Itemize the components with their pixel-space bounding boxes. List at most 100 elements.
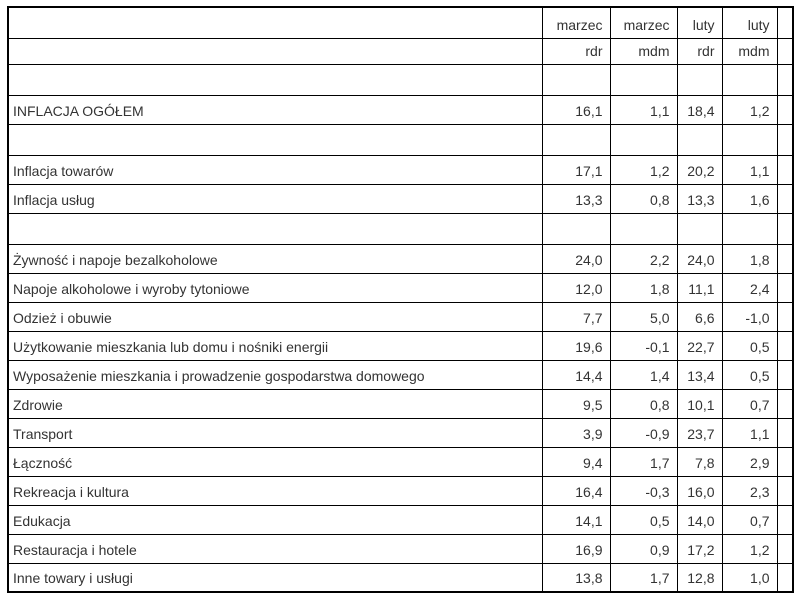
spacer-cell (721, 212, 778, 245)
table-row: Inflacja usług 13,3 0,8 13,3 1,6 (7, 183, 794, 214)
row-endcap-cell (776, 301, 794, 332)
row-label: Napoje alkoholowe i wyroby tytoniowe (7, 272, 543, 303)
row-label: Inflacja towarów (7, 154, 543, 185)
value-cell-marzec-mdm: 1,4 (609, 359, 678, 390)
inflation-table-container: marzec marzec luty luty rdr mdm rdr mdm … (7, 6, 794, 593)
row-label: Rekreacja i kultura (7, 475, 543, 506)
value-cell-luty-mdm: 1,2 (721, 533, 778, 564)
table-row: Łączność 9,4 1,7 7,8 2,9 (7, 446, 794, 477)
row-endcap-cell (776, 330, 794, 361)
row-endcap-cell (776, 94, 794, 125)
row-endcap-cell (776, 272, 794, 303)
table-row: Zdrowie 9,5 0,8 10,1 0,7 (7, 388, 794, 419)
header-month-luty-mdm: luty (721, 6, 778, 39)
value-cell-luty-mdm: 2,9 (721, 446, 778, 477)
table-row: Użytkowanie mieszkania lub domu i nośnik… (7, 330, 794, 361)
header-row-measures: rdr mdm rdr mdm (7, 37, 794, 65)
row-label: INFLACJA OGÓŁEM (7, 94, 543, 125)
value-cell-luty-rdr: 17,2 (676, 533, 723, 564)
header-label-cell (7, 37, 543, 65)
header-measure-mdm-marzec: mdm (609, 37, 678, 65)
value-cell-marzec-mdm: 0,8 (609, 183, 678, 214)
value-cell-luty-rdr: 16,0 (676, 475, 723, 506)
header-endcap-cell (776, 37, 794, 65)
value-cell-marzec-rdr: 3,9 (541, 417, 611, 448)
spacer-row (7, 212, 794, 245)
header-endcap-cell (776, 6, 794, 39)
row-label: Edukacja (7, 504, 543, 535)
row-endcap-cell (776, 183, 794, 214)
value-cell-luty-rdr: 13,4 (676, 359, 723, 390)
value-cell-marzec-mdm: 1,7 (609, 562, 678, 593)
value-cell-luty-rdr: 7,8 (676, 446, 723, 477)
value-cell-marzec-mdm: 1,2 (609, 154, 678, 185)
spacer-cell (609, 63, 678, 96)
header-month-luty-rdr: luty (676, 6, 723, 39)
value-cell-luty-rdr: 14,0 (676, 504, 723, 535)
value-cell-luty-mdm: 2,4 (721, 272, 778, 303)
spacer-row (7, 123, 794, 156)
value-cell-luty-mdm: 1,1 (721, 417, 778, 448)
value-cell-marzec-mdm: 0,9 (609, 533, 678, 564)
value-cell-luty-rdr: 12,8 (676, 562, 723, 593)
value-cell-luty-rdr: 23,7 (676, 417, 723, 448)
row-endcap-cell (776, 562, 794, 593)
value-cell-luty-mdm: -1,0 (721, 301, 778, 332)
table-row: Wyposażenie mieszkania i prowadzenie gos… (7, 359, 794, 390)
value-cell-marzec-rdr: 14,1 (541, 504, 611, 535)
table-body: INFLACJA OGÓŁEM 16,1 1,1 18,4 1,2 Inflacja to… (7, 63, 794, 593)
value-cell-luty-rdr: 11,1 (676, 272, 723, 303)
value-cell-marzec-rdr: 7,7 (541, 301, 611, 332)
row-label: Restauracja i hotele (7, 533, 543, 564)
spacer-cell (721, 63, 778, 96)
spacer-cell (676, 123, 723, 156)
value-cell-luty-mdm: 1,0 (721, 562, 778, 593)
value-cell-marzec-rdr: 16,9 (541, 533, 611, 564)
table-row: Transport 3,9 -0,9 23,7 1,1 (7, 417, 794, 448)
header-row-months: marzec marzec luty luty (7, 6, 794, 39)
header-month-marzec-rdr: marzec (541, 6, 611, 39)
spacer-cell (776, 123, 794, 156)
row-endcap-cell (776, 359, 794, 390)
value-cell-marzec-rdr: 13,8 (541, 562, 611, 593)
value-cell-marzec-rdr: 17,1 (541, 154, 611, 185)
value-cell-marzec-mdm: 0,8 (609, 388, 678, 419)
row-endcap-cell (776, 533, 794, 564)
spacer-cell (609, 212, 678, 245)
spacer-cell (7, 212, 543, 245)
row-label: Transport (7, 417, 543, 448)
value-cell-luty-rdr: 24,0 (676, 243, 723, 274)
table-row: Napoje alkoholowe i wyroby tytoniowe 12,0… (7, 272, 794, 303)
table-row: Inne towary i usługi 13,8 1,7 12,8 1,0 (7, 562, 794, 593)
value-cell-marzec-rdr: 16,4 (541, 475, 611, 506)
spacer-cell (541, 123, 611, 156)
row-endcap-cell (776, 243, 794, 274)
value-cell-marzec-rdr: 14,4 (541, 359, 611, 390)
spacer-row (7, 63, 794, 96)
table-row: Inflacja towarów 17,1 1,2 20,2 1,1 (7, 154, 794, 185)
spacer-cell (676, 63, 723, 96)
value-cell-luty-rdr: 6,6 (676, 301, 723, 332)
spacer-cell (776, 63, 794, 96)
value-cell-marzec-mdm: 1,1 (609, 94, 678, 125)
header-month-marzec-mdm: marzec (609, 6, 678, 39)
value-cell-luty-mdm: 1,8 (721, 243, 778, 274)
value-cell-marzec-rdr: 24,0 (541, 243, 611, 274)
header-measure-rdr-marzec: rdr (541, 37, 611, 65)
value-cell-luty-mdm: 1,6 (721, 183, 778, 214)
value-cell-marzec-mdm: 5,0 (609, 301, 678, 332)
spacer-cell (609, 123, 678, 156)
table-row: INFLACJA OGÓŁEM 16,1 1,1 18,4 1,2 (7, 94, 794, 125)
value-cell-luty-mdm: 0,7 (721, 388, 778, 419)
row-label: Odzież i obuwie (7, 301, 543, 332)
spacer-cell (676, 212, 723, 245)
value-cell-luty-rdr: 20,2 (676, 154, 723, 185)
row-endcap-cell (776, 504, 794, 535)
table-row: Edukacja 14,1 0,5 14,0 0,7 (7, 504, 794, 535)
row-endcap-cell (776, 388, 794, 419)
row-label: Użytkowanie mieszkania lub domu i nośnik… (7, 330, 543, 361)
value-cell-marzec-rdr: 13,3 (541, 183, 611, 214)
header-measure-mdm-luty: mdm (721, 37, 778, 65)
row-label: Inne towary i usługi (7, 562, 543, 593)
spacer-cell (776, 212, 794, 245)
